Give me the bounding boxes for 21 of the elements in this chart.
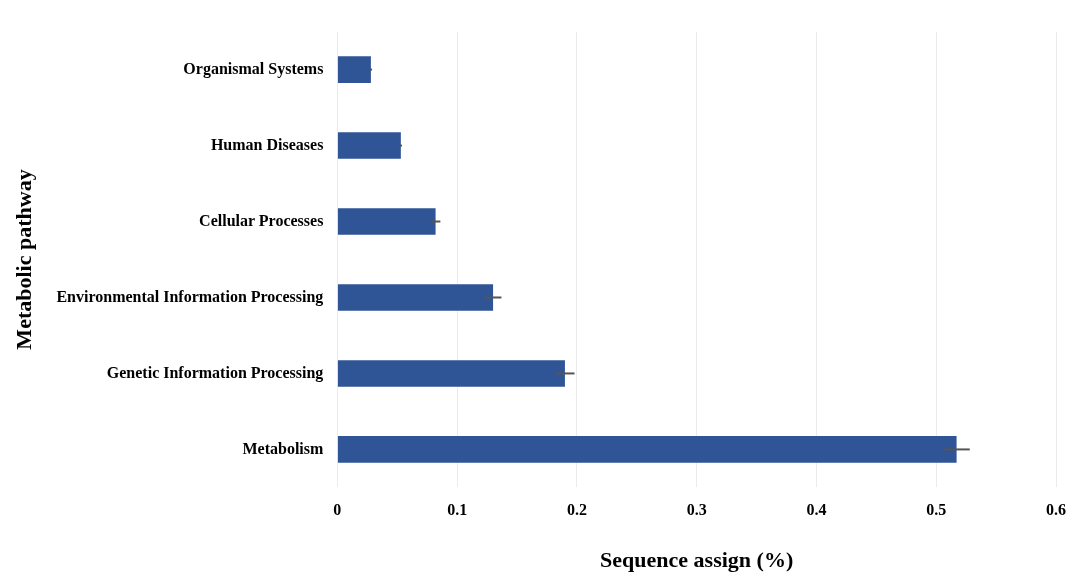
bar (337, 360, 565, 387)
y-tick-label: Metabolism (242, 439, 325, 457)
x-tick-label: 0.6 (1046, 501, 1066, 519)
x-tick-label: 0 (333, 501, 342, 519)
y-tick-label: Human Diseases (210, 135, 324, 153)
x-tick-label: 0.5 (926, 501, 947, 519)
y-tick-label: Environmental Information Processing (56, 287, 324, 306)
x-tick-label: 0.4 (806, 501, 827, 519)
bar (337, 56, 371, 83)
x-tick-label: 0.2 (566, 501, 587, 519)
x-axis-title: Sequence assign (%) (600, 547, 794, 573)
x-tick-label: 0.3 (686, 501, 707, 519)
y-axis-title: Metabolic pathway (10, 169, 36, 350)
y-tick-label: Organismal Systems (183, 59, 324, 78)
bar (337, 208, 436, 235)
x-tick-label: 0.1 (447, 501, 468, 519)
bar (337, 436, 957, 463)
bar (337, 132, 401, 159)
y-tick-label: Cellular Processes (199, 211, 324, 229)
y-tick-label: Genetic Information Processing (106, 363, 324, 382)
bar (337, 284, 494, 311)
